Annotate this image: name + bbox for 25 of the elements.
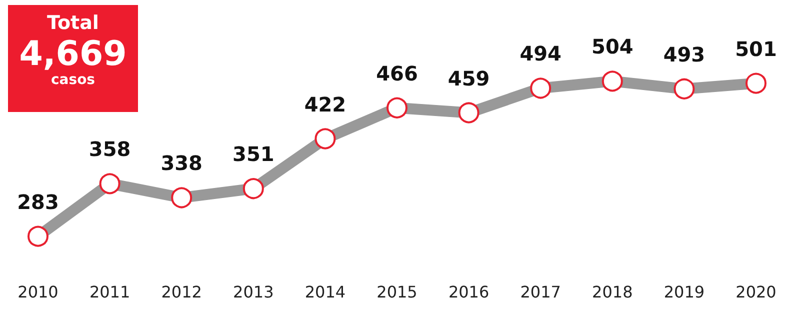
text: 4,669	[18, 33, 128, 74]
data-label: 459	[448, 66, 490, 90]
x-tick-label: 2013	[233, 282, 274, 302]
x-tick-label: 2012	[161, 282, 202, 302]
data-label: 466	[376, 61, 418, 86]
data-label: 351	[232, 142, 274, 166]
x-tick-label: 2016	[448, 282, 490, 302]
x-tick-label: 2010	[18, 282, 58, 302]
annotation: casos	[50, 71, 96, 88]
x-tick-label: 2011	[89, 282, 130, 302]
x-tick-label: 2019	[664, 282, 705, 302]
data-label: 501	[735, 36, 777, 61]
data-label: 504	[592, 34, 634, 59]
x-tick-label: 2017	[520, 282, 561, 302]
data-label: 283	[17, 190, 59, 214]
data-label: 422	[304, 92, 346, 116]
x-tick-label: 2014	[304, 282, 346, 302]
data-label: 493	[663, 42, 706, 66]
x-tick-label: 2020	[736, 282, 776, 302]
data-label: 494	[520, 42, 562, 66]
text: Total	[46, 11, 100, 34]
data-label: 358	[88, 137, 131, 162]
x-tick-label: 2015	[376, 282, 418, 302]
data-label: 338	[160, 151, 202, 176]
x-tick-label: 2018	[592, 282, 633, 302]
